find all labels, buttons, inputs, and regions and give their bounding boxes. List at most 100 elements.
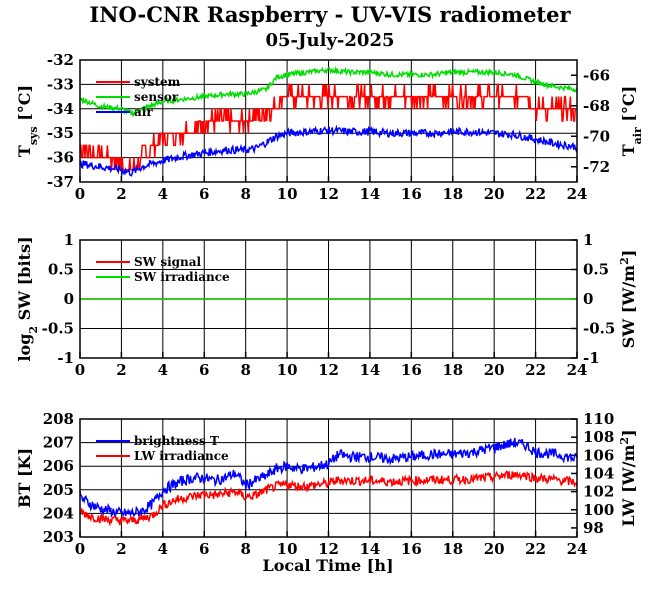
- y-tick-label: 208: [43, 410, 74, 428]
- legend-label: brightness T: [134, 434, 219, 448]
- x-tick-label: 10: [277, 361, 298, 379]
- y2-tick-label: 104: [583, 464, 614, 482]
- x-tick-label: 22: [525, 185, 546, 203]
- y-tick-label: -32: [47, 51, 74, 69]
- series-line-brightness-t: [79, 437, 578, 518]
- x-tick-label: 24: [567, 185, 588, 203]
- y-tick-label: 203: [43, 528, 74, 546]
- shortwave-panel: 0 2 4 6 8 10 12 14 16 18 20 22 24-1-0.500.51-1-0.500…: [15, 231, 638, 379]
- x-tick-label: 10: [277, 540, 298, 558]
- y2-tick-label: -66: [583, 66, 610, 84]
- x-tick-label: 0: [75, 185, 85, 203]
- x-tick-label: 2: [116, 361, 126, 379]
- x-tick-label: 4: [158, 185, 168, 203]
- x-tick-label: 4: [158, 540, 168, 558]
- x-tick-label: 22: [525, 361, 546, 379]
- y-tick-label: -0.5: [42, 320, 74, 338]
- plot-frame: [79, 59, 578, 183]
- y2-tick-label: -0.5: [583, 320, 615, 338]
- y-axis-label: log2 SW [bits]: [15, 236, 40, 361]
- y2-tick-label: 100: [583, 501, 614, 519]
- legend-label: sensor: [134, 90, 179, 104]
- x-tick-label: 12: [318, 361, 339, 379]
- figure-title: INO-CNR Raspberry - UV-VIS radiometer: [89, 2, 571, 27]
- x-tick-label: 18: [442, 361, 463, 379]
- plot-frame: [79, 418, 578, 538]
- y2-tick-label: 0: [583, 290, 593, 308]
- x-axis-label: Local Time [h]: [262, 556, 393, 575]
- y-tick-label: -33: [47, 75, 74, 93]
- y2-axis-label: LW [W/m2]: [618, 429, 639, 526]
- x-tick-label: 4: [158, 361, 168, 379]
- x-tick-label: 2: [116, 540, 126, 558]
- x-tick-label: 12: [318, 540, 339, 558]
- y2-tick-label: 98: [583, 519, 604, 537]
- y-tick-label: 207: [43, 434, 74, 452]
- y-tick-label: 205: [43, 481, 74, 499]
- series-line-air: [79, 124, 578, 177]
- y-tick-label: 204: [43, 504, 74, 522]
- y2-axis-label: SW [W/m2]: [618, 250, 639, 349]
- x-tick-label: 18: [442, 185, 463, 203]
- y2-tick-label: -68: [583, 97, 610, 115]
- y-tick-label: -37: [47, 173, 74, 191]
- x-tick-label: 2: [116, 185, 126, 203]
- x-tick-label: 14: [359, 540, 380, 558]
- x-tick-label: 20: [484, 185, 505, 203]
- legend-label: system: [134, 75, 181, 89]
- x-tick-label: 24: [567, 540, 588, 558]
- x-tick-label: 0: [75, 361, 85, 379]
- x-tick-label: 8: [240, 361, 250, 379]
- y2-tick-label: 108: [583, 428, 614, 446]
- series-line-system: [80, 83, 577, 171]
- x-tick-label: 8: [240, 185, 250, 203]
- x-tick-label: 6: [199, 361, 209, 379]
- y-tick-label: -1: [57, 349, 74, 367]
- y2-tick-label: 102: [583, 483, 614, 501]
- y-tick-label: 1: [64, 231, 74, 249]
- y-tick-label: -35: [47, 124, 74, 142]
- legend-label: LW irradiance: [134, 449, 229, 463]
- x-tick-label: 22: [525, 540, 546, 558]
- x-tick-label: 8: [240, 540, 250, 558]
- y-axis-label: BT [K]: [15, 448, 34, 508]
- x-tick-label: 14: [359, 185, 380, 203]
- y-tick-label: 0.5: [48, 261, 74, 279]
- x-tick-label: 24: [567, 361, 588, 379]
- legend-label: SW irradiance: [134, 270, 230, 284]
- x-tick-label: 14: [359, 361, 380, 379]
- x-tick-label: 16: [401, 361, 422, 379]
- x-tick-label: 12: [318, 185, 339, 203]
- y2-tick-label: 1: [583, 231, 593, 249]
- y2-tick-label: -1: [583, 349, 600, 367]
- x-tick-label: 20: [484, 361, 505, 379]
- x-tick-label: 18: [442, 540, 463, 558]
- x-tick-label: 6: [199, 540, 209, 558]
- series-line-lw-irradiance: [79, 470, 578, 527]
- x-tick-label: 0: [75, 540, 85, 558]
- legend-label: air: [134, 105, 153, 119]
- y2-axis-label: Tair [°C]: [619, 86, 644, 156]
- x-tick-label: 10: [277, 185, 298, 203]
- y2-tick-label: -70: [583, 127, 610, 145]
- x-tick-label: 16: [401, 185, 422, 203]
- plot-frame: [79, 239, 578, 359]
- x-tick-label: 20: [484, 540, 505, 558]
- y-axis-label: Tsys [°C]: [15, 85, 40, 157]
- y-tick-label: 0: [64, 290, 74, 308]
- legend-label: SW signal: [134, 255, 202, 269]
- y2-tick-label: 0.5: [583, 261, 609, 279]
- y-tick-label: -34: [47, 100, 74, 118]
- series-line-sensor: [80, 66, 578, 118]
- longwave-panel: 0 2 4 6 8 10 12 14 16 18 20 22 242032042052062072089…: [15, 410, 638, 558]
- x-tick-label: 16: [401, 540, 422, 558]
- y2-tick-label: -72: [583, 158, 610, 176]
- y-tick-label: 206: [43, 457, 74, 475]
- y2-tick-label: 110: [583, 410, 614, 428]
- x-tick-label: 6: [199, 185, 209, 203]
- y-tick-label: -36: [47, 149, 74, 167]
- temperature-panel: 0 2 4 6 8 10 12 14 16 18 20 22 24-37-36-35-34-33-32-…: [15, 51, 644, 203]
- figure-date: 05-July-2025: [266, 30, 395, 51]
- y2-tick-label: 106: [583, 446, 614, 464]
